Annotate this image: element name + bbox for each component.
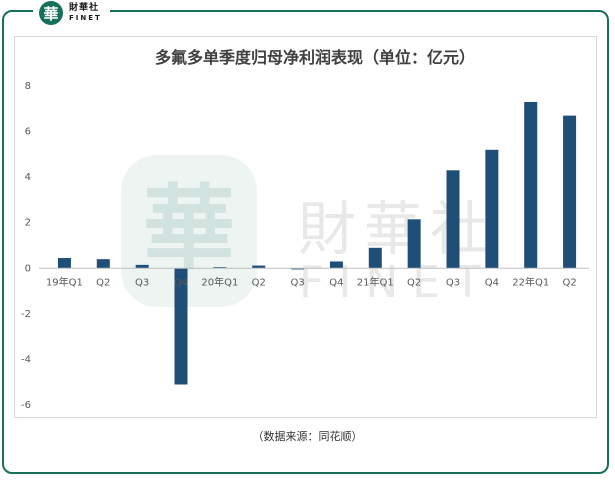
x-tick-label: Q3 — [446, 277, 460, 288]
x-tick-label: Q4 — [174, 277, 188, 288]
brand-header: 華 財華社 FINET — [33, 0, 110, 26]
x-tick-label: 21年Q1 — [357, 275, 394, 288]
bar — [213, 267, 227, 269]
y-axis: 8 6 4 2 0 -2 -4 -6 — [21, 81, 31, 411]
bar — [252, 265, 266, 269]
y-tick-label: -2 — [21, 309, 31, 320]
y-tick-label: -4 — [21, 354, 31, 365]
y-tick-label: -6 — [21, 400, 31, 411]
bar — [96, 259, 110, 269]
x-tick-label: 22年Q1 — [512, 275, 549, 288]
brand-name: 財華社 FINET — [69, 4, 102, 22]
bar — [407, 219, 421, 269]
finet-logo-icon: 華 — [39, 1, 63, 25]
y-tick-label: 8 — [25, 81, 31, 92]
bar — [135, 264, 149, 269]
bar — [563, 115, 577, 269]
x-tick-label: 19年Q1 — [46, 275, 83, 288]
x-tick-label: Q2 — [407, 277, 421, 288]
x-tick-label: 20年Q1 — [201, 275, 238, 288]
bar-series — [57, 101, 577, 385]
y-tick-label: 6 — [25, 127, 31, 138]
x-tick-label: Q4 — [485, 277, 499, 288]
bar — [485, 149, 499, 269]
y-tick-label: 2 — [25, 218, 31, 229]
brand-name-cn: 財華社 — [69, 3, 100, 13]
y-tick-label: 4 — [25, 172, 31, 183]
bar — [174, 268, 188, 385]
watermark-logo-char: 華 — [143, 175, 235, 283]
bar — [446, 170, 460, 269]
card-frame — [2, 10, 609, 474]
y-tick-label: 0 — [25, 263, 31, 274]
bar — [368, 247, 382, 269]
bar — [329, 261, 343, 269]
watermark-cn: 財華社 — [298, 195, 496, 263]
x-tick-label: Q4 — [329, 277, 343, 288]
x-tick-label: Q2 — [96, 277, 110, 288]
x-axis: 19年Q1 Q2 Q3 Q4 20年Q1 Q2 Q3 Q4 21年Q1 Q2 Q3 Q4 22年Q1 Q2 — [46, 275, 577, 288]
x-tick-label: Q3 — [135, 277, 149, 288]
bar — [291, 268, 305, 270]
source-note: （数据来源：同花顺） — [252, 430, 363, 443]
bar-chart: 華 財華社 FINET 多氟多单季度归母净利润表现（单位：亿元） 86420-2… — [21, 48, 589, 411]
watermark-logo-icon — [121, 155, 257, 307]
brand-name-en: FINET — [69, 14, 102, 22]
x-tick-label: Q2 — [562, 277, 576, 288]
chart-title: 多氟多单季度归母净利润表现（单位：亿元） — [155, 48, 475, 67]
bar — [524, 101, 538, 269]
chart-panel: 華 財華社 FINET 多氟多单季度归母净利润表现（单位：亿元） 8 6 4 2 0 -2… — [14, 36, 597, 418]
bar — [57, 258, 71, 269]
x-tick-label: Q2 — [252, 277, 266, 288]
x-tick-label: Q3 — [290, 277, 304, 288]
